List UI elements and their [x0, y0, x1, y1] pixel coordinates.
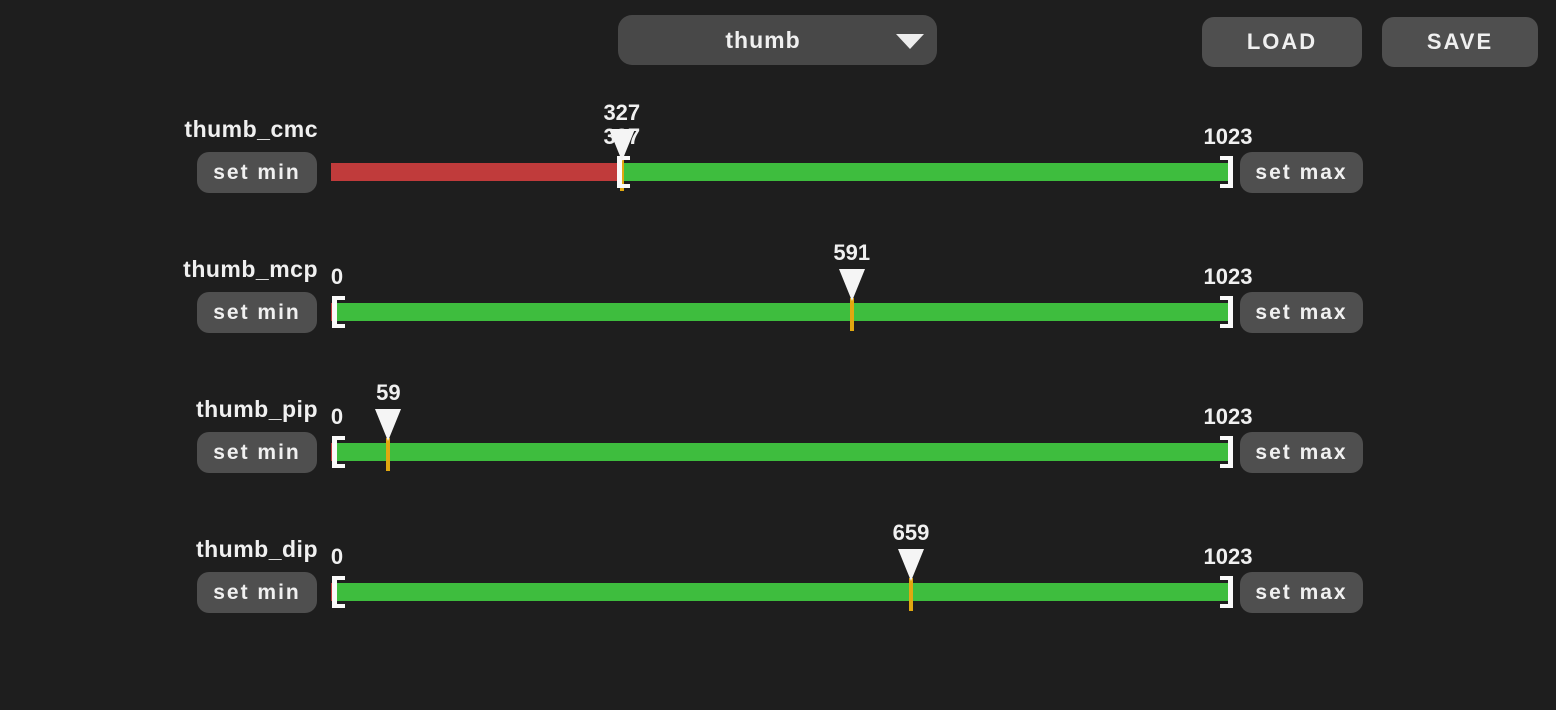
max-bracket: [1220, 296, 1233, 328]
slider-fill-active: [621, 163, 1229, 181]
set-min-button[interactable]: set min: [197, 572, 317, 613]
max-value-label: 1023: [1203, 404, 1253, 429]
value-tick: [386, 438, 391, 471]
value-tick: [619, 158, 624, 191]
save-button[interactable]: SAVE: [1382, 17, 1538, 67]
slider-fill-active: [337, 443, 1229, 461]
max-bracket: [1220, 156, 1233, 188]
value-marker-triangle: [897, 549, 924, 581]
finger-select-dropdown[interactable]: thumb: [618, 15, 937, 65]
joint-name-label: thumb_pip: [195, 396, 318, 422]
max-value-label: 1023: [1203, 544, 1253, 569]
set-min-button[interactable]: set min: [197, 432, 317, 473]
load-button[interactable]: LOAD: [1202, 17, 1362, 67]
slider-row-thumb-mcp: thumb_mcp set min 591 0 1023 set max: [0, 240, 1556, 380]
max-value-label: 1023: [1203, 124, 1253, 149]
finger-select-value: thumb: [725, 27, 801, 53]
min-value-label: 0: [330, 544, 344, 569]
value-tick: [908, 578, 913, 611]
min-value-label: 0: [330, 264, 344, 289]
min-bracket: [332, 436, 345, 468]
slider-fill-below-min: [331, 163, 622, 181]
joint-name-label: thumb_dip: [195, 536, 318, 562]
current-value-label: 659: [892, 520, 930, 545]
value-tick: [849, 298, 854, 331]
value-marker-triangle: [608, 129, 635, 161]
value-marker-triangle: [375, 409, 402, 441]
slider-row-thumb-pip: thumb_pip set min 59 0 1023 set max: [0, 380, 1556, 520]
max-bracket: [1220, 576, 1233, 608]
set-max-button[interactable]: set max: [1240, 292, 1363, 333]
slider-fill-active: [337, 583, 1229, 601]
set-max-button[interactable]: set max: [1240, 432, 1363, 473]
value-marker-triangle: [838, 269, 865, 301]
chevron-down-icon: [896, 34, 924, 49]
max-value-label: 1023: [1203, 264, 1253, 289]
set-min-button[interactable]: set min: [197, 152, 317, 193]
slider-fill-active: [337, 303, 1229, 321]
current-value-label: 59: [376, 380, 401, 405]
min-bracket: [332, 296, 345, 328]
current-value-label: 327: [603, 100, 641, 125]
min-value-label: 0: [330, 404, 344, 429]
joint-name-label: thumb_mcp: [183, 256, 318, 282]
slider-row-thumb-cmc: thumb_cmc set min 327 327 1023 set max: [0, 100, 1556, 240]
set-max-button[interactable]: set max: [1240, 572, 1363, 613]
set-max-button[interactable]: set max: [1240, 152, 1363, 193]
min-bracket: [332, 576, 345, 608]
slider-row-thumb-dip: thumb_dip set min 659 0 1023 set max: [0, 520, 1556, 660]
joint-name-label: thumb_cmc: [184, 116, 318, 142]
set-min-button[interactable]: set min: [197, 292, 317, 333]
current-value-label: 591: [833, 240, 871, 265]
max-bracket: [1220, 436, 1233, 468]
